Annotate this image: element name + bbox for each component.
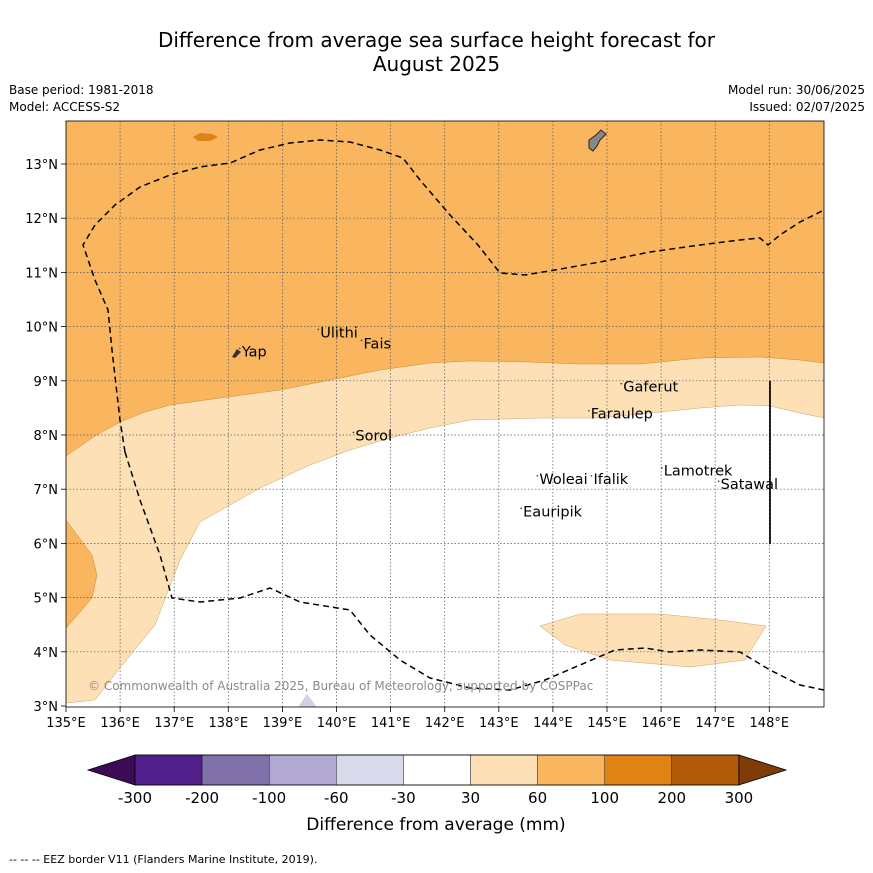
lon-tick-label: 144°E [533, 716, 573, 731]
colorbar-tick-label: 100 [590, 789, 619, 807]
guam-island [588, 129, 607, 152]
island-dot [587, 409, 590, 412]
lat-tick-label: 10°N [25, 321, 58, 336]
place-label-gaferut: Gaferut [623, 380, 678, 396]
lon-tick-label: 135°E [46, 716, 86, 731]
place-label-sorol: Sorol [355, 428, 392, 444]
lat-tick-label: 11°N [25, 266, 58, 281]
place-label-faraulep: Faraulep [591, 407, 653, 423]
place-label-satawal: Satawal [721, 477, 778, 493]
colorbar-segment [604, 754, 673, 786]
colorbar-tick-label: 300 [725, 789, 754, 807]
island-dot [239, 347, 241, 350]
eez-border-west [124, 451, 824, 691]
island-dot [520, 507, 522, 510]
contour-60-100mm-west [66, 519, 98, 629]
lon-tick-label: 146°E [641, 716, 681, 731]
model-name: Model: ACCESS-S2 [9, 100, 121, 114]
map-area: © Commonwealth of Australia 2025, Bureau… [66, 121, 824, 707]
lon-tick-label: 142°E [425, 716, 465, 731]
lat-tick-label: 6°N [34, 537, 59, 552]
place-label-ulithi: Ulithi [320, 325, 358, 341]
lat-tick-label: 13°N [25, 158, 58, 173]
latitude-ticks: 3°N 4°N 5°N 6°N 7°N 8°N 9°N 10°N 11°N 12°N 13°N [25, 158, 66, 715]
lat-tick-label: 5°N [34, 592, 59, 607]
colorbar-tick-label: -60 [324, 789, 349, 807]
colorbar-tick-label: 30 [461, 789, 480, 807]
colorbar: -300 -200 -100 -60 -30 30 60 100 200 300 [86, 754, 788, 807]
longitude-ticks: 135°E 136°E 137°E 138°E 139°E 140°E 141°E 142°E… [46, 707, 789, 731]
colorbar-tick-label: -100 [252, 789, 286, 807]
colorbar-segment [336, 754, 404, 786]
island-dot [661, 466, 663, 469]
title-line-2: August 2025 [372, 52, 501, 76]
lat-tick-label: 8°N [34, 429, 59, 444]
lat-tick-label: 9°N [34, 375, 59, 390]
island-dot [352, 431, 355, 434]
colorbar-segment [269, 754, 337, 786]
lon-tick-label: 136°E [100, 716, 140, 731]
colorbar-extend-high [738, 754, 788, 786]
landmark-marker [298, 694, 317, 707]
colorbar-segment [201, 754, 270, 786]
place-label-yap: Yap [241, 344, 267, 360]
issued-date: Issued: 02/07/2025 [749, 100, 865, 114]
colorbar-tick-label: -200 [185, 789, 219, 807]
lon-tick-label: 141°E [371, 716, 411, 731]
lon-tick-label: 145°E [587, 716, 627, 731]
place-label-fais: Fais [364, 336, 391, 352]
colorbar-extend-low [86, 754, 136, 786]
lat-tick-label: 12°N [25, 212, 58, 227]
island-dot [717, 480, 720, 483]
model-run: Model run: 30/06/2025 [727, 83, 865, 97]
lon-tick-label: 140°E [317, 716, 357, 731]
lon-tick-label: 148°E [750, 716, 790, 731]
gridlines [66, 121, 824, 707]
place-label-ifalik: Ifalik [593, 472, 628, 488]
island-dot [590, 474, 593, 477]
colorbar-tick-label: -30 [391, 789, 416, 807]
lat-tick-label: 3°N [34, 700, 59, 715]
lon-tick-label: 147°E [695, 716, 735, 731]
island-dot [360, 339, 363, 342]
colorbar-frame [134, 754, 740, 786]
lon-tick-label: 137°E [154, 716, 194, 731]
colorbar-tick-label: -300 [118, 789, 152, 807]
place-labels: Yap Ulithi Fais Sorol Gaferut Faraulep Woleai I… [239, 325, 778, 520]
colorbar-segment [671, 754, 740, 786]
colorbar-segment [134, 754, 203, 786]
colorbar-tick-label: 200 [657, 789, 686, 807]
island-dot [620, 382, 623, 385]
lon-tick-label: 139°E [263, 716, 303, 731]
map-title: Difference from average sea surface heig… [0, 28, 873, 76]
lat-tick-label: 7°N [34, 483, 59, 498]
colorbar-segment [403, 754, 471, 786]
colorbar-segment [470, 754, 538, 786]
base-period: Base period: 1981-2018 [9, 83, 154, 97]
colorbar-label: Difference from average (mm) [306, 815, 565, 835]
meta-right: Model run: 30/06/2025 Issued: 02/07/2025 [728, 82, 865, 116]
lon-tick-label: 138°E [209, 716, 249, 731]
contour-30-60mm-south [539, 613, 767, 668]
colorbar-tick-label: 60 [528, 789, 547, 807]
copyright-text: © Commonwealth of Australia 2025, Bureau… [88, 679, 593, 693]
contour-100-200mm [193, 133, 218, 141]
yap-island [232, 349, 241, 358]
island-dot [536, 474, 539, 477]
lat-tick-label: 4°N [34, 646, 59, 661]
place-label-lamotrek: Lamotrek [664, 464, 733, 480]
title-line-1: Difference from average sea surface heig… [157, 28, 716, 52]
meta-left: Base period: 1981-2018 Model: ACCESS-S2 [9, 82, 154, 116]
lon-tick-label: 143°E [479, 716, 519, 731]
place-label-eauripik: Eauripik [523, 504, 582, 520]
place-label-woleai: Woleai [539, 472, 587, 488]
colorbar-segment [537, 754, 605, 786]
eez-border-north [82, 139, 824, 453]
eez-legend: -- -- -- EEZ border V11 (Flanders Marine… [9, 853, 318, 866]
island-dot [317, 328, 320, 331]
contour-60-100mm [66, 121, 824, 457]
